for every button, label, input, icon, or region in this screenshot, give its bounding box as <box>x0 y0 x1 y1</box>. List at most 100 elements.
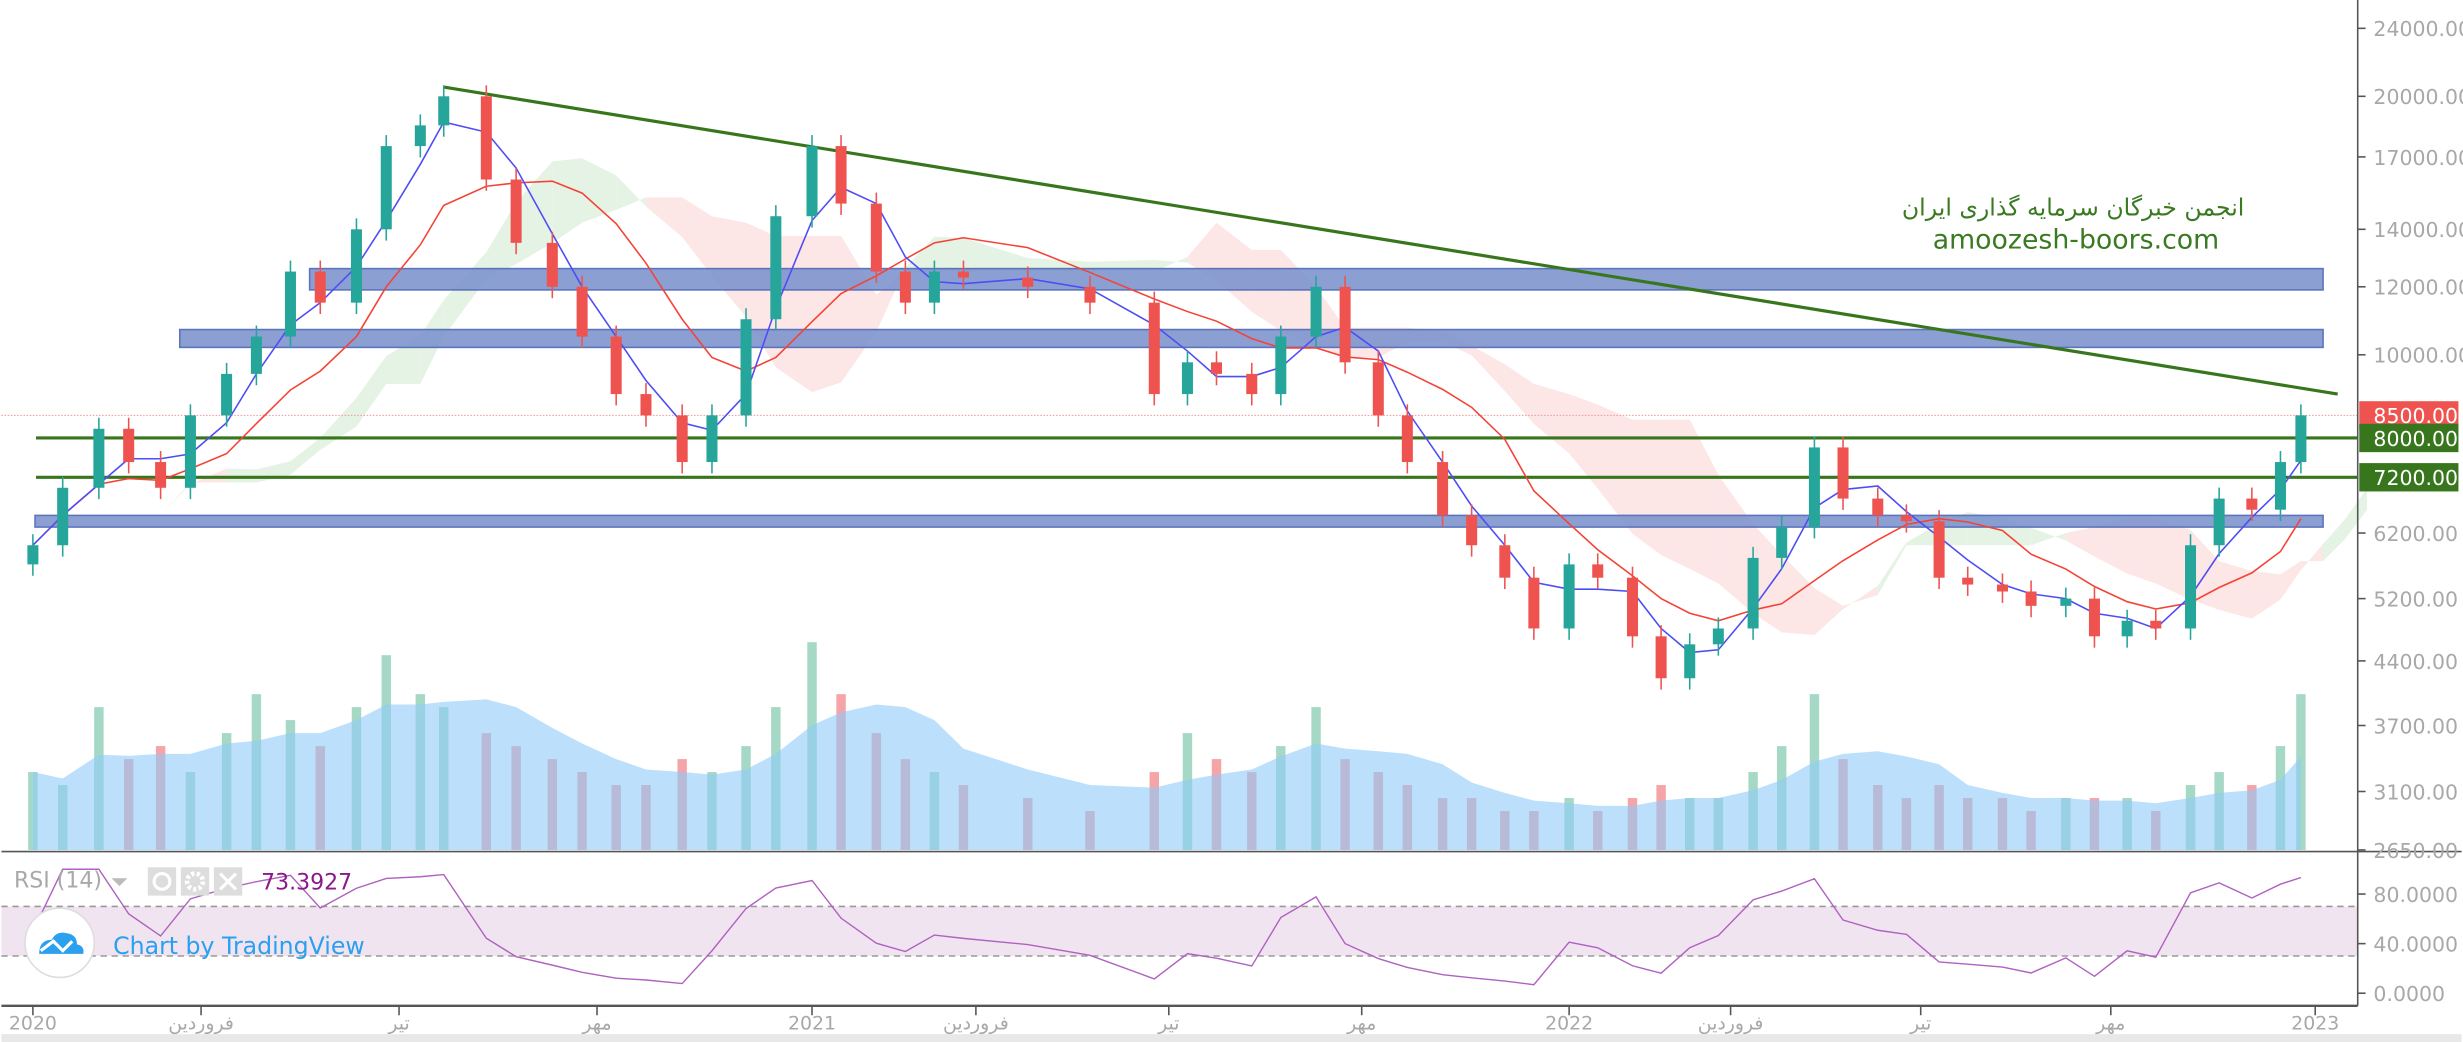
cloud-segment <box>582 158 617 223</box>
price-tick-label: 2650.00 <box>2373 839 2458 863</box>
candle-body <box>1339 286 1351 363</box>
candle-body <box>1962 577 1974 585</box>
candle-body <box>350 229 362 303</box>
cloud-segment <box>2031 527 2066 546</box>
cloud-segment <box>812 236 842 393</box>
cloud-segment <box>1569 394 1598 489</box>
candle-body <box>576 286 588 337</box>
candle-body <box>480 96 492 180</box>
rsi-title[interactable]: RSI (14) <box>14 869 102 894</box>
price-badge <box>2359 463 2459 492</box>
cloud-segment <box>552 158 583 243</box>
price-tick-label: 3700.00 <box>2373 714 2458 738</box>
time-tick-label: فروردین <box>168 1012 234 1034</box>
cloud-segment <box>1216 222 1252 312</box>
candle-body <box>2213 498 2225 546</box>
cloud-segment <box>256 461 291 483</box>
cloud-segment <box>2155 518 2191 600</box>
candle-body <box>2150 620 2162 629</box>
cloud-segment <box>876 267 906 332</box>
candle-body <box>640 394 652 416</box>
cloud-segment <box>682 197 712 276</box>
watermark-persian: انجمن خبرگان سرمایه گذاری ایران <box>1902 194 2245 222</box>
cloud-segment <box>2300 544 2323 571</box>
time-axis[interactable]: 2020 فروردین تیر مهر 2021 فروردین تیر مهر 2022 فر… <box>9 1005 2339 1035</box>
candle-body <box>1872 498 1884 516</box>
tradingview-logo[interactable]: Chart by TradingView <box>24 907 365 979</box>
candle-body <box>1310 286 1322 337</box>
rsi-tick-label: 0.0000 <box>2373 982 2445 1006</box>
candle-body <box>957 271 969 278</box>
cloud-segment <box>2251 570 2281 619</box>
rsi-tick-label: 40.0000 <box>2373 932 2458 956</box>
cloud-segment <box>2219 561 2252 619</box>
cloud-segment <box>2065 527 2095 557</box>
cloud-segment <box>616 175 646 210</box>
candle-body <box>928 271 940 303</box>
cloud-segment <box>1504 364 1534 424</box>
price-tick-label: 6200.00 <box>2373 522 2458 546</box>
trendline[interactable] <box>443 85 2338 396</box>
watermark: انجمن خبرگان سرمایه گذاری ایران amoozesh… <box>1902 194 2245 256</box>
candle-body <box>1148 302 1160 395</box>
candle-body <box>870 203 882 272</box>
price-tick-label: 17000.00 <box>2373 146 2463 170</box>
volume-ma-area <box>32 699 2301 850</box>
cloud-segment <box>2322 519 2345 562</box>
candles <box>27 85 2307 690</box>
candle-body <box>2121 620 2133 637</box>
candle-body <box>380 146 392 230</box>
cloud-segment <box>1877 542 1907 596</box>
candle-body <box>1181 362 1193 395</box>
candle-body <box>1437 462 1449 516</box>
candle-body <box>2246 498 2258 510</box>
price-tick-label: 24000.00 <box>2373 17 2463 41</box>
price-tick-label: 4400.00 <box>2373 650 2458 674</box>
cloud-segment <box>1689 419 1719 584</box>
rsi-axis[interactable]: 80.0000 40.0000 0.0000 <box>2357 883 2458 1006</box>
candle-body <box>438 96 450 126</box>
moving-average-fast <box>32 121 2302 654</box>
cloud-segment <box>711 216 747 318</box>
chevron-down-icon[interactable] <box>111 878 128 887</box>
cloud-segment <box>1843 585 1878 610</box>
price-badge-label: 8500.00 <box>2373 404 2458 428</box>
price-tick-label: 3100.00 <box>2373 780 2458 804</box>
candle-body <box>1528 577 1540 629</box>
candle-body <box>1626 577 1639 637</box>
candle-body <box>510 179 522 243</box>
rsi-band <box>1 906 2358 957</box>
cloud-segment <box>2127 518 2156 584</box>
cloud-segment <box>1781 554 1815 635</box>
cloud-segment <box>486 202 517 280</box>
candle-body <box>610 336 622 395</box>
price-tick-label: 5200.00 <box>2373 587 2458 611</box>
cloud-segment <box>645 197 683 238</box>
candle-body <box>1246 373 1258 395</box>
close-icon[interactable] <box>213 867 243 896</box>
candle-body <box>806 146 818 217</box>
price-axis[interactable]: 24000.00 20000.00 17000.00 14000.00 12000.00… <box>2357 17 2463 863</box>
time-tick-label: تیر <box>387 1012 409 1034</box>
candle-body <box>1996 584 2008 592</box>
candle-body <box>414 125 426 147</box>
candle-body <box>2295 415 2307 463</box>
candle-body <box>676 415 688 463</box>
eye-icon[interactable] <box>147 867 177 896</box>
candle-body <box>1372 362 1384 416</box>
candle-body <box>250 336 262 374</box>
gear-icon[interactable] <box>180 867 210 896</box>
time-tick-label: 2023 <box>2291 1012 2339 1034</box>
watermark-url: amoozesh-boors.com <box>1933 225 2220 256</box>
cloud-segment <box>1187 222 1217 281</box>
candle-body <box>27 545 39 565</box>
candle-body <box>155 462 167 488</box>
time-tick-label: فروردین <box>1698 1012 1764 1034</box>
candle-body <box>2088 598 2100 637</box>
cloud-segment <box>2280 561 2301 600</box>
price-badge <box>2359 423 2459 453</box>
rsi-tick-label: 80.0000 <box>2373 883 2458 907</box>
cloud-segment <box>443 252 487 337</box>
